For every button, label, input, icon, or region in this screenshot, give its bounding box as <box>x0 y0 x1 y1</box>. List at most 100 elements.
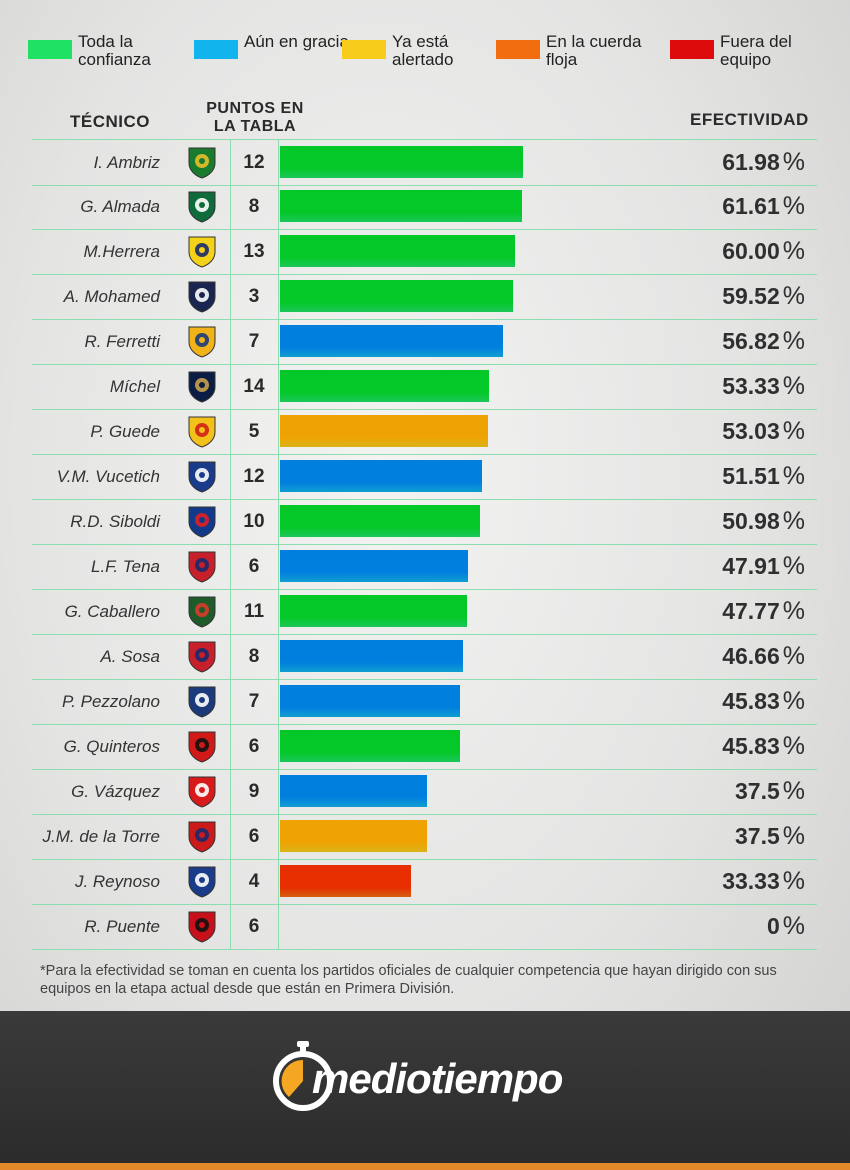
points-value: 9 <box>248 781 260 802</box>
points-value: 10 <box>243 511 265 532</box>
percent-sign: % <box>782 867 805 895</box>
legend-label: En la cuerda floja <box>546 32 642 69</box>
chivas-crest-icon <box>188 551 216 583</box>
coach-name: L.F. Tena <box>90 557 160 576</box>
efectividad-value: 37.5% <box>735 769 805 814</box>
santos-crest-icon <box>188 191 216 223</box>
legend-swatch <box>28 40 72 59</box>
bar <box>280 595 467 627</box>
coach-name: R. Puente <box>84 917 160 936</box>
efectividad-value: 51.51% <box>722 454 805 499</box>
coach-name: G. Almada <box>80 197 160 216</box>
percent-sign: % <box>782 282 805 310</box>
points-value: 5 <box>248 421 260 442</box>
points-value: 12 <box>243 466 265 487</box>
chart-row: P. Guede 5 53.03% <box>32 409 817 455</box>
points-value: 6 <box>248 826 260 847</box>
percent-sign: % <box>782 687 805 715</box>
points-value: 6 <box>248 556 260 577</box>
data-label: 60.00 <box>722 238 780 264</box>
column-divider <box>230 589 231 634</box>
percent-sign: % <box>782 462 805 490</box>
column-divider <box>230 499 231 544</box>
juarez-crest-icon <box>188 596 216 628</box>
header-puntos: PUNTOS EN LA TABLA <box>206 100 304 135</box>
chart-row: J. Reynoso 4 33.33% <box>32 859 817 905</box>
footnote: *Para la efectividad se toman en cuenta … <box>40 963 777 997</box>
column-divider <box>278 409 279 454</box>
coach-name: I. Ambriz <box>93 153 160 172</box>
bar <box>280 370 489 402</box>
footer: mediotiempo <box>0 1011 850 1170</box>
legend-swatch <box>496 40 540 59</box>
data-label: 37.5 <box>735 823 780 849</box>
column-divider <box>278 724 279 769</box>
bar <box>280 190 522 222</box>
chart-row: G. Vázquez 9 37.5% <box>32 769 817 815</box>
bar <box>280 820 427 852</box>
coach-name: P. Pezzolano <box>62 692 160 711</box>
legend-label: Aún en gracia <box>244 32 349 51</box>
data-label: 47.91 <box>722 553 780 579</box>
chart-row: R.D. Siboldi 10 50.98% <box>32 499 817 545</box>
tijuana-crest-icon <box>188 731 216 763</box>
column-divider <box>278 589 279 634</box>
bar <box>280 640 463 672</box>
header-tecnico: TÉCNICO <box>70 112 150 131</box>
data-label: 51.51 <box>722 463 780 489</box>
chart-row: R. Ferretti 7 56.82% <box>32 319 817 365</box>
points-value: 7 <box>248 331 260 352</box>
efectividad-value: 53.03% <box>722 409 805 454</box>
brand-logo[interactable]: mediotiempo <box>0 1011 850 1163</box>
column-divider <box>278 140 279 185</box>
points-value: 8 <box>248 196 260 217</box>
brand-name: mediotiempo <box>312 1055 563 1102</box>
efectividad-value: 37.5% <box>735 814 805 859</box>
bar <box>280 505 480 537</box>
column-divider <box>278 814 279 859</box>
legend-swatch <box>342 40 386 59</box>
legend-swatch <box>670 40 714 59</box>
data-label: 0 <box>766 913 780 939</box>
efectividad-value: 53.33% <box>722 364 805 409</box>
coach-name: Míchel <box>109 377 160 396</box>
coach-name: R. Ferretti <box>84 332 160 351</box>
efectividad-value: 61.61% <box>722 184 805 229</box>
efectividad-value: 47.77% <box>722 589 805 634</box>
efectividad-value: 33.33% <box>722 859 805 904</box>
coach-name: M.Herrera <box>83 242 160 261</box>
efectividad-value: 0% <box>767 904 805 949</box>
pachuca-crest-icon <box>188 686 216 718</box>
bar <box>280 146 523 178</box>
chart-row: V.M. Vucetich 12 51.51% <box>32 454 817 500</box>
column-divider <box>230 634 231 679</box>
cruz-azul-crest-icon <box>188 506 216 538</box>
column-divider <box>230 364 231 409</box>
column-divider <box>230 904 231 949</box>
column-divider <box>278 274 279 319</box>
data-label: 33.33 <box>722 868 780 894</box>
bar <box>280 460 482 492</box>
column-divider <box>230 814 231 859</box>
header-efectividad: EFECTIVIDAD <box>690 110 809 129</box>
points-value: 3 <box>248 286 260 307</box>
column-divider <box>278 184 279 229</box>
coach-name: G. Vázquez <box>71 782 160 801</box>
data-label: 45.83 <box>722 688 780 714</box>
chart-row: A. Sosa 8 46.66% <box>32 634 817 680</box>
chart-row: L.F. Tena 6 47.91% <box>32 544 817 590</box>
data-label: 53.03 <box>722 418 780 444</box>
data-label: 37.5 <box>735 778 780 804</box>
percent-sign: % <box>782 732 805 760</box>
column-divider <box>230 409 231 454</box>
bar <box>280 550 468 582</box>
data-label: 59.52 <box>722 283 780 309</box>
data-label: 61.98 <box>722 149 780 175</box>
coach-name: J.M. de la Torre <box>42 827 160 846</box>
monterrey-crest-icon <box>188 281 216 313</box>
america-crest-icon <box>188 236 216 268</box>
points-value: 11 <box>243 601 265 622</box>
data-label: 56.82 <box>722 328 780 354</box>
percent-sign: % <box>782 148 805 176</box>
coach-name: V.M. Vucetich <box>56 467 160 486</box>
